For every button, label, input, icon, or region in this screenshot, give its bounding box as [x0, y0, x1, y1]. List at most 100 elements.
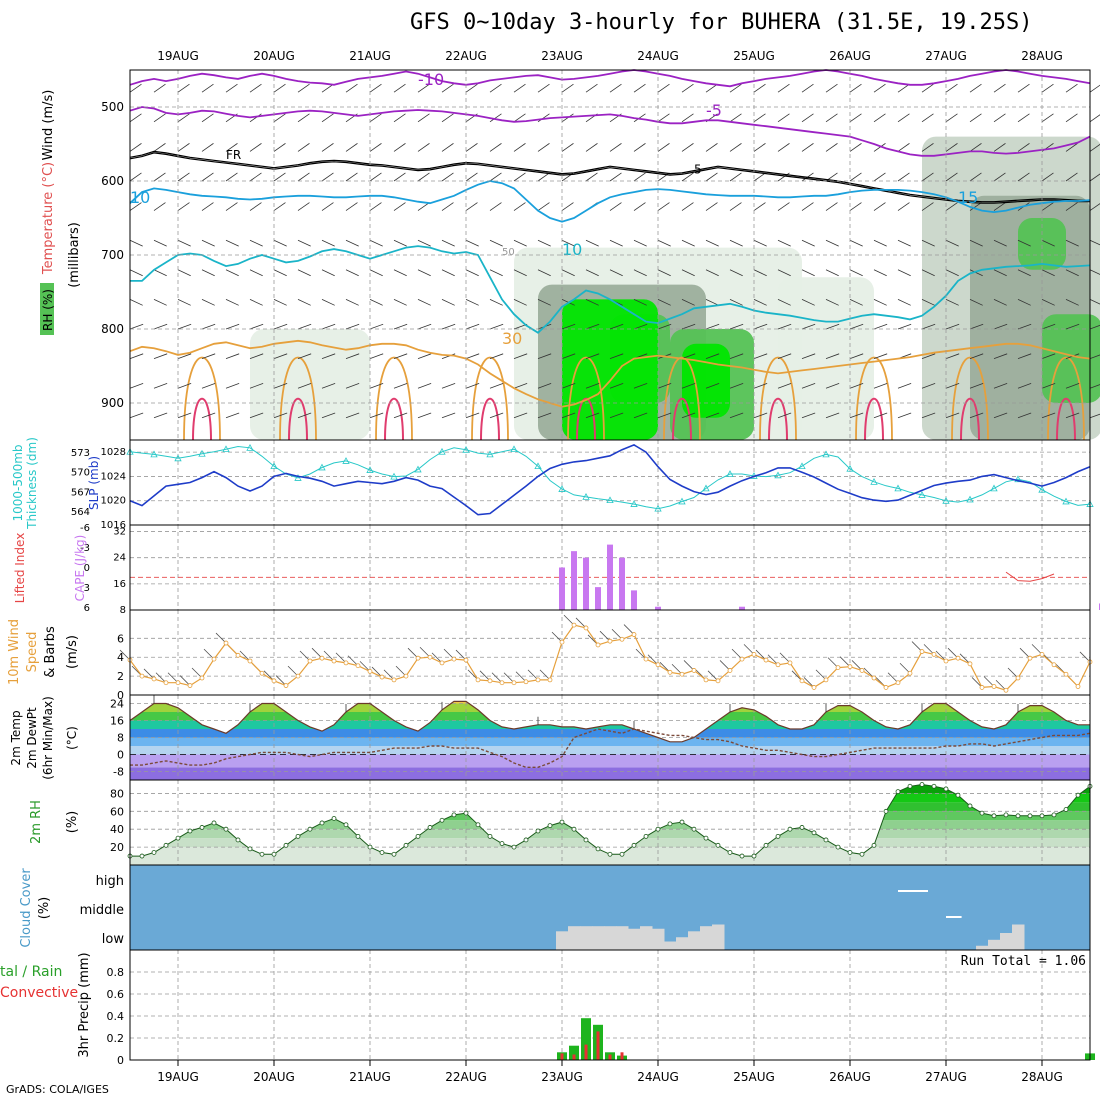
- wind-barb: [729, 412, 744, 419]
- wind-barb: [681, 239, 695, 247]
- thickness-marker: [702, 484, 710, 492]
- temp-20-loop: [480, 397, 500, 441]
- wind-barb: [729, 383, 744, 389]
- date-label-top: 26AUG: [829, 49, 871, 63]
- wind-barb: [273, 143, 286, 152]
- wind-barb: [969, 353, 984, 359]
- millibars-label: (millibars): [67, 222, 82, 288]
- wind-barb: [153, 83, 166, 93]
- wind-barb: [153, 412, 168, 419]
- wind-barb: [585, 353, 600, 359]
- precip-legend-total: tal / Rain: [0, 964, 62, 980]
- wind-barb: [849, 323, 864, 330]
- wind-barb: [993, 353, 1008, 359]
- wind-barb: [201, 269, 215, 277]
- pressure-tick: 600: [101, 174, 124, 188]
- wind-speed-marker: [703, 677, 709, 683]
- wind-barb: [225, 239, 239, 247]
- thickness-line: [129, 445, 1091, 510]
- wind-barb: [537, 299, 551, 306]
- thickness-marker: [270, 462, 278, 470]
- low-cloud-cell: [628, 928, 641, 950]
- wind-barb: [297, 172, 310, 182]
- wind-speed-marker: [595, 642, 601, 648]
- wind-barb: [681, 412, 696, 419]
- rh-marker: [559, 819, 565, 825]
- wind-barb: [585, 83, 598, 93]
- rh-marker: [787, 826, 793, 832]
- wind-barb: [441, 323, 456, 330]
- thickness-marker: [774, 471, 782, 479]
- thickness-marker: [654, 504, 662, 512]
- wind-speed-marker: [247, 658, 253, 664]
- wind-barb: [129, 269, 143, 277]
- wind-barb: [777, 239, 791, 247]
- wind-speed-marker: [187, 683, 193, 688]
- wind-barb: [729, 143, 742, 152]
- wind-barb: [249, 83, 262, 93]
- wind-speed-marker: [271, 678, 277, 684]
- temp-15-loop: [375, 356, 413, 441]
- wind-barb: [393, 353, 408, 359]
- wind-barb: [1065, 383, 1080, 389]
- wind-barb: [825, 83, 838, 93]
- wind-barb: [729, 239, 743, 247]
- rh-marker: [271, 851, 277, 857]
- wind-barb: [177, 83, 190, 93]
- precip-tick: 0.8: [107, 966, 125, 979]
- slp-label: SLP (mb): [87, 456, 101, 510]
- dewpoint-line: [130, 728, 1091, 768]
- wind-barb: [801, 353, 816, 359]
- thickness-marker: [942, 496, 950, 504]
- precip-conv-bar: [596, 1031, 600, 1060]
- high-cloud-cell: [898, 890, 928, 892]
- rh-marker: [835, 844, 841, 850]
- wind-barb: [321, 239, 335, 247]
- precip-tick: 0.2: [107, 1032, 125, 1045]
- wind10-label-3: & Barbs: [43, 626, 58, 678]
- wind-barb: [393, 412, 408, 419]
- wind-speed-marker: [943, 658, 949, 664]
- wind-barb: [945, 83, 958, 93]
- wind-tick: 2: [117, 670, 124, 683]
- wind-barb: [369, 202, 382, 211]
- precip-conv-bar: [620, 1052, 624, 1060]
- wind-barb: [1041, 299, 1055, 306]
- wind-barb: [993, 412, 1008, 419]
- contour-label: 30: [502, 329, 522, 348]
- wind-barb: [729, 323, 744, 330]
- rh-legend-swatch: [40, 283, 54, 335]
- wind-speed-marker: [319, 655, 325, 661]
- wind-barb: [489, 202, 502, 211]
- wind-speed-marker: [139, 673, 145, 679]
- wind-barb: [969, 143, 982, 152]
- wind-barb: [657, 202, 670, 211]
- wind-barb: [537, 269, 551, 277]
- slp-tick: 1016: [101, 520, 126, 531]
- thickness-marker: [822, 450, 830, 458]
- wind-barb: [585, 269, 599, 277]
- wind-speed-marker: [775, 662, 781, 668]
- wind-speed-marker: [295, 673, 301, 679]
- contour-label: 5: [694, 163, 702, 177]
- wind-barb: [609, 323, 624, 330]
- wind-barb: [1041, 353, 1056, 359]
- wind-barb: [129, 299, 143, 306]
- wind-barb: [825, 113, 838, 123]
- rh-marker: [607, 851, 613, 857]
- wind-barb: [729, 172, 742, 182]
- wind-barb: [969, 202, 982, 211]
- wind-barb: [153, 323, 168, 330]
- precip-tick: 0.4: [107, 1010, 125, 1023]
- wind-barb: [969, 383, 984, 389]
- thickness-marker: [294, 474, 302, 481]
- temp-contour-m5: [129, 106, 1091, 157]
- wind-barb: [201, 143, 214, 152]
- wind-barb: [537, 202, 550, 211]
- rh-marker: [1075, 792, 1081, 798]
- contour-label: FR: [226, 148, 241, 162]
- temp-15-loop: [951, 356, 989, 441]
- wind-barb: [441, 353, 456, 359]
- wind-barb: [945, 202, 958, 211]
- wind-speed-marker: [499, 680, 505, 686]
